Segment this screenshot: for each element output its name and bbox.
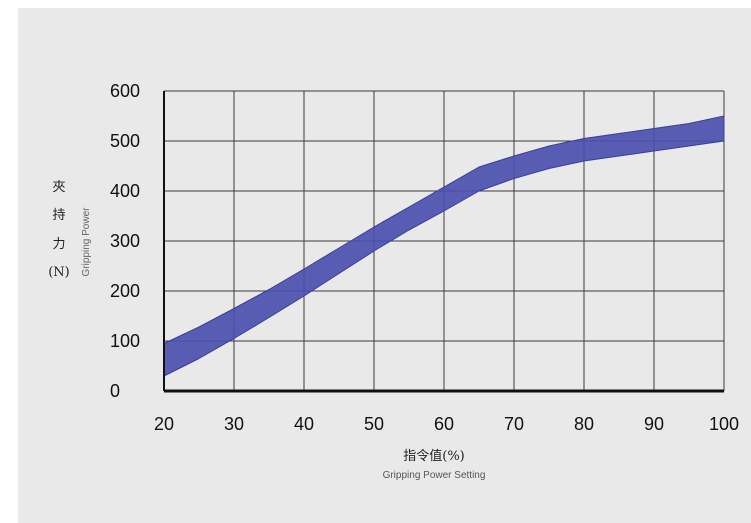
x-tick-50: 50 [364, 414, 384, 434]
chart-panel: 0 100 200 300 400 500 600 20 30 40 50 60 70 80 90 100 … [18, 8, 751, 523]
xlabel-english: Gripping Power Setting [383, 470, 486, 481]
y-tick-200: 200 [110, 281, 140, 301]
ylabel-unit: (N) [48, 265, 70, 280]
y-tick-0: 0 [110, 381, 120, 401]
y-tick-labels: 0 100 200 300 400 500 600 [110, 81, 140, 401]
ylabel-english: Gripping Power [81, 207, 92, 277]
y-axis-title: 夾 持 力 (N) Gripping Power [48, 180, 92, 280]
x-tick-20: 20 [154, 414, 174, 434]
y-tick-400: 400 [110, 181, 140, 201]
x-tick-30: 30 [224, 414, 244, 434]
x-tick-70: 70 [504, 414, 524, 434]
x-tick-40: 40 [294, 414, 314, 434]
x-tick-90: 90 [644, 414, 664, 434]
y-tick-600: 600 [110, 81, 140, 101]
ylabel-char-1: 夾 [52, 180, 65, 195]
gripping-power-band [163, 115, 725, 377]
y-tick-500: 500 [110, 131, 140, 151]
ylabel-char-3: 力 [52, 237, 65, 252]
x-tick-100: 100 [709, 414, 739, 434]
y-tick-100: 100 [110, 331, 140, 351]
axes [163, 91, 724, 393]
x-tick-60: 60 [434, 414, 454, 434]
xlabel-chinese: 指令值(%) [403, 448, 465, 464]
y-tick-300: 300 [110, 231, 140, 251]
x-axis-title: 指令值(%) Gripping Power Setting [383, 448, 486, 481]
ylabel-char-2: 持 [52, 208, 65, 223]
band-layer [163, 115, 725, 377]
x-tick-labels: 20 30 40 50 60 70 80 90 100 [154, 414, 739, 434]
x-tick-80: 80 [574, 414, 594, 434]
